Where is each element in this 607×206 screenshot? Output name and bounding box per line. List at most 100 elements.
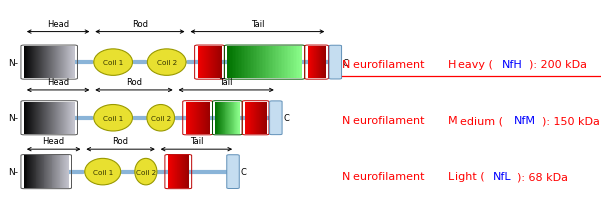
Bar (274, 47, 276, 79)
Bar (202, 102, 203, 134)
Bar (205, 47, 206, 79)
Bar (66, 47, 68, 79)
Bar (322, 47, 324, 79)
Bar (216, 102, 217, 134)
Bar (197, 102, 198, 134)
Bar (180, 156, 181, 188)
Bar (217, 102, 218, 134)
Bar (311, 47, 312, 79)
Ellipse shape (94, 50, 132, 76)
Bar (226, 102, 227, 134)
Bar (238, 102, 239, 134)
Bar (223, 102, 225, 134)
Bar (28, 47, 30, 79)
Text: N: N (342, 60, 350, 70)
Bar (37, 102, 39, 134)
Bar (44, 156, 46, 188)
Bar (317, 47, 318, 79)
Bar (203, 47, 204, 79)
Bar (313, 47, 314, 79)
Bar (202, 47, 203, 79)
Bar (55, 47, 57, 79)
Bar (232, 102, 233, 134)
Text: Head: Head (42, 137, 65, 145)
Bar (65, 156, 66, 188)
Bar (255, 102, 256, 134)
Bar (202, 47, 203, 79)
Bar (57, 102, 59, 134)
Bar (256, 102, 257, 134)
Bar (211, 47, 212, 79)
Bar (308, 47, 310, 79)
Bar (247, 102, 248, 134)
Bar (26, 102, 27, 134)
Text: M: M (447, 116, 457, 126)
Bar (217, 47, 219, 79)
Bar (24, 102, 25, 134)
Bar (206, 47, 207, 79)
Bar (56, 47, 58, 79)
Bar (251, 102, 253, 134)
Bar (228, 102, 229, 134)
Bar (201, 47, 202, 79)
Bar (248, 102, 249, 134)
Bar (54, 156, 56, 188)
Bar (205, 47, 206, 79)
Bar (245, 47, 247, 79)
Bar (191, 102, 192, 134)
Bar (262, 47, 263, 79)
Ellipse shape (135, 159, 157, 185)
Bar (47, 47, 49, 79)
Bar (294, 47, 296, 79)
Bar (182, 156, 183, 188)
Bar (241, 47, 243, 79)
Bar (248, 102, 249, 134)
Bar (59, 47, 61, 79)
Text: C: C (240, 167, 246, 176)
Bar (50, 156, 52, 188)
Bar (200, 102, 202, 134)
Text: Coil 2: Coil 2 (157, 60, 177, 66)
Bar (66, 156, 67, 188)
Bar (319, 47, 320, 79)
Bar (221, 102, 222, 134)
Bar (41, 156, 42, 188)
Bar (32, 156, 33, 188)
Bar (309, 47, 310, 79)
Bar (27, 156, 29, 188)
Text: ): 200 kDa: ): 200 kDa (529, 60, 586, 70)
Bar (169, 156, 171, 188)
Bar (191, 102, 192, 134)
Bar (200, 47, 202, 79)
Bar (206, 47, 207, 79)
Bar (72, 102, 73, 134)
Bar (184, 156, 185, 188)
Bar (187, 156, 188, 188)
Bar (183, 156, 185, 188)
Bar (227, 102, 228, 134)
Bar (63, 47, 64, 79)
Bar (220, 47, 222, 79)
Bar (321, 47, 322, 79)
Bar (314, 47, 315, 79)
Text: Coil 2: Coil 2 (151, 115, 171, 121)
Bar (198, 102, 200, 134)
Bar (52, 156, 53, 188)
Bar (42, 47, 44, 79)
Bar (215, 47, 217, 79)
Bar (206, 102, 207, 134)
Bar (322, 47, 323, 79)
Bar (64, 102, 66, 134)
Bar (248, 47, 250, 79)
Bar (309, 47, 310, 79)
Bar (204, 102, 205, 134)
Bar (291, 47, 293, 79)
Bar (72, 102, 74, 134)
Bar (226, 102, 228, 134)
Bar (205, 102, 206, 134)
Bar (57, 156, 58, 188)
Bar (28, 102, 30, 134)
Bar (35, 102, 36, 134)
Bar (202, 102, 203, 134)
Bar (213, 47, 214, 79)
